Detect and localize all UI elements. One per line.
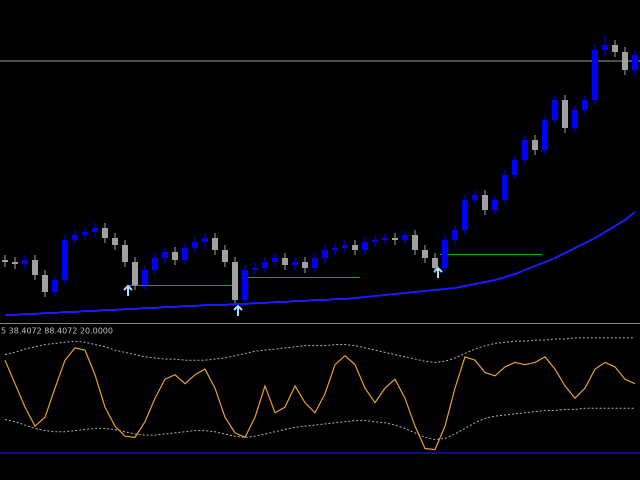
signal-arrows: [123, 266, 443, 316]
candle-body: [282, 258, 288, 265]
candle-body: [262, 262, 268, 268]
candle-body: [472, 195, 478, 200]
moving-average: [5, 211, 636, 316]
candle-body: [32, 260, 38, 275]
candle-body: [232, 262, 238, 300]
candle-body: [12, 262, 18, 264]
candle-body: [222, 250, 228, 262]
candle-body: [92, 228, 98, 232]
candle-body: [242, 270, 248, 300]
candle-body: [312, 258, 318, 268]
candle-body: [82, 232, 88, 235]
candle-body: [382, 238, 388, 240]
candle-body: [42, 275, 48, 292]
candle-body: [502, 175, 508, 200]
candle-body: [342, 245, 348, 248]
candle-body: [212, 238, 218, 250]
candle-body: [352, 245, 358, 250]
candle-body: [592, 50, 598, 100]
candle-body: [292, 262, 298, 265]
candle-body: [302, 262, 308, 268]
candle-body: [512, 160, 518, 175]
candle-body: [132, 262, 138, 285]
candle-body: [332, 248, 338, 250]
candle-body: [22, 260, 28, 264]
candle-body: [182, 248, 188, 260]
candle-body: [102, 228, 108, 238]
price-panel: [0, 35, 640, 316]
candle-body: [612, 45, 618, 52]
candle-body: [2, 260, 8, 262]
candle-body: [142, 270, 148, 285]
candle-body: [552, 100, 558, 120]
candle-body: [62, 240, 68, 280]
candle-body: [162, 252, 168, 258]
buy-arrow: [233, 304, 243, 316]
candle-body: [72, 235, 78, 240]
candle-body: [542, 120, 548, 150]
candle-body: [602, 45, 608, 50]
candle-body: [52, 280, 58, 292]
candle-body: [582, 100, 588, 110]
candle-body: [362, 242, 368, 250]
candle-body: [412, 235, 418, 250]
candle-body: [532, 140, 538, 150]
candle-body: [422, 250, 428, 258]
candle-body: [152, 258, 158, 270]
candle-body: [322, 250, 328, 258]
indicator-label: 5 38.4072 88.4072 20.0000: [1, 327, 113, 336]
candle-body: [462, 200, 468, 230]
candle-body: [172, 252, 178, 260]
support-lines: [128, 254, 542, 286]
candle-body: [572, 110, 578, 128]
indicator-panel: [0, 337, 640, 454]
candle-body: [432, 258, 438, 268]
candle-body: [452, 230, 458, 240]
indicator-line: [4, 347, 636, 451]
candle-body: [632, 55, 638, 70]
candle-body: [272, 258, 278, 262]
candle-body: [112, 238, 118, 245]
candle-body: [202, 238, 208, 242]
candle-body: [622, 52, 628, 70]
candle-body: [122, 245, 128, 262]
candle-body: [392, 238, 398, 240]
candle-body: [562, 100, 568, 128]
candle-body: [372, 240, 378, 242]
candle-body: [402, 235, 408, 240]
candle-body: [492, 200, 498, 210]
candle-body: [192, 242, 198, 248]
candle-body: [442, 240, 448, 268]
buy-arrow: [123, 284, 133, 296]
candle-body: [522, 140, 528, 160]
candle-body: [252, 268, 258, 270]
candle-body: [482, 195, 488, 210]
